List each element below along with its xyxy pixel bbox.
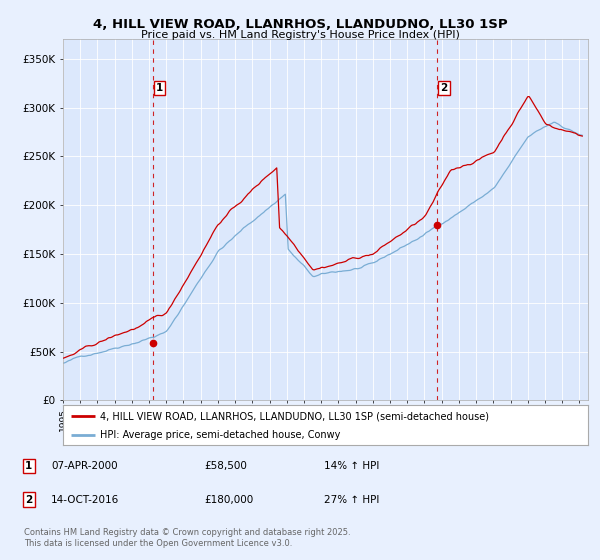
Text: Price paid vs. HM Land Registry's House Price Index (HPI): Price paid vs. HM Land Registry's House … <box>140 30 460 40</box>
Text: £180,000: £180,000 <box>204 494 253 505</box>
Text: 14-OCT-2016: 14-OCT-2016 <box>51 494 119 505</box>
Text: Contains HM Land Registry data © Crown copyright and database right 2025.
This d: Contains HM Land Registry data © Crown c… <box>24 528 350 548</box>
Text: 27% ↑ HPI: 27% ↑ HPI <box>324 494 379 505</box>
Text: HPI: Average price, semi-detached house, Conwy: HPI: Average price, semi-detached house,… <box>100 430 340 440</box>
Text: 2: 2 <box>25 494 32 505</box>
Text: 2: 2 <box>440 83 447 93</box>
Text: 07-APR-2000: 07-APR-2000 <box>51 461 118 471</box>
Text: 1: 1 <box>156 83 163 93</box>
Text: 1: 1 <box>25 461 32 471</box>
Text: 4, HILL VIEW ROAD, LLANRHOS, LLANDUDNO, LL30 1SP: 4, HILL VIEW ROAD, LLANRHOS, LLANDUDNO, … <box>92 18 508 31</box>
Text: 14% ↑ HPI: 14% ↑ HPI <box>324 461 379 471</box>
Text: £58,500: £58,500 <box>204 461 247 471</box>
Text: 4, HILL VIEW ROAD, LLANRHOS, LLANDUDNO, LL30 1SP (semi-detached house): 4, HILL VIEW ROAD, LLANRHOS, LLANDUDNO, … <box>100 411 489 421</box>
